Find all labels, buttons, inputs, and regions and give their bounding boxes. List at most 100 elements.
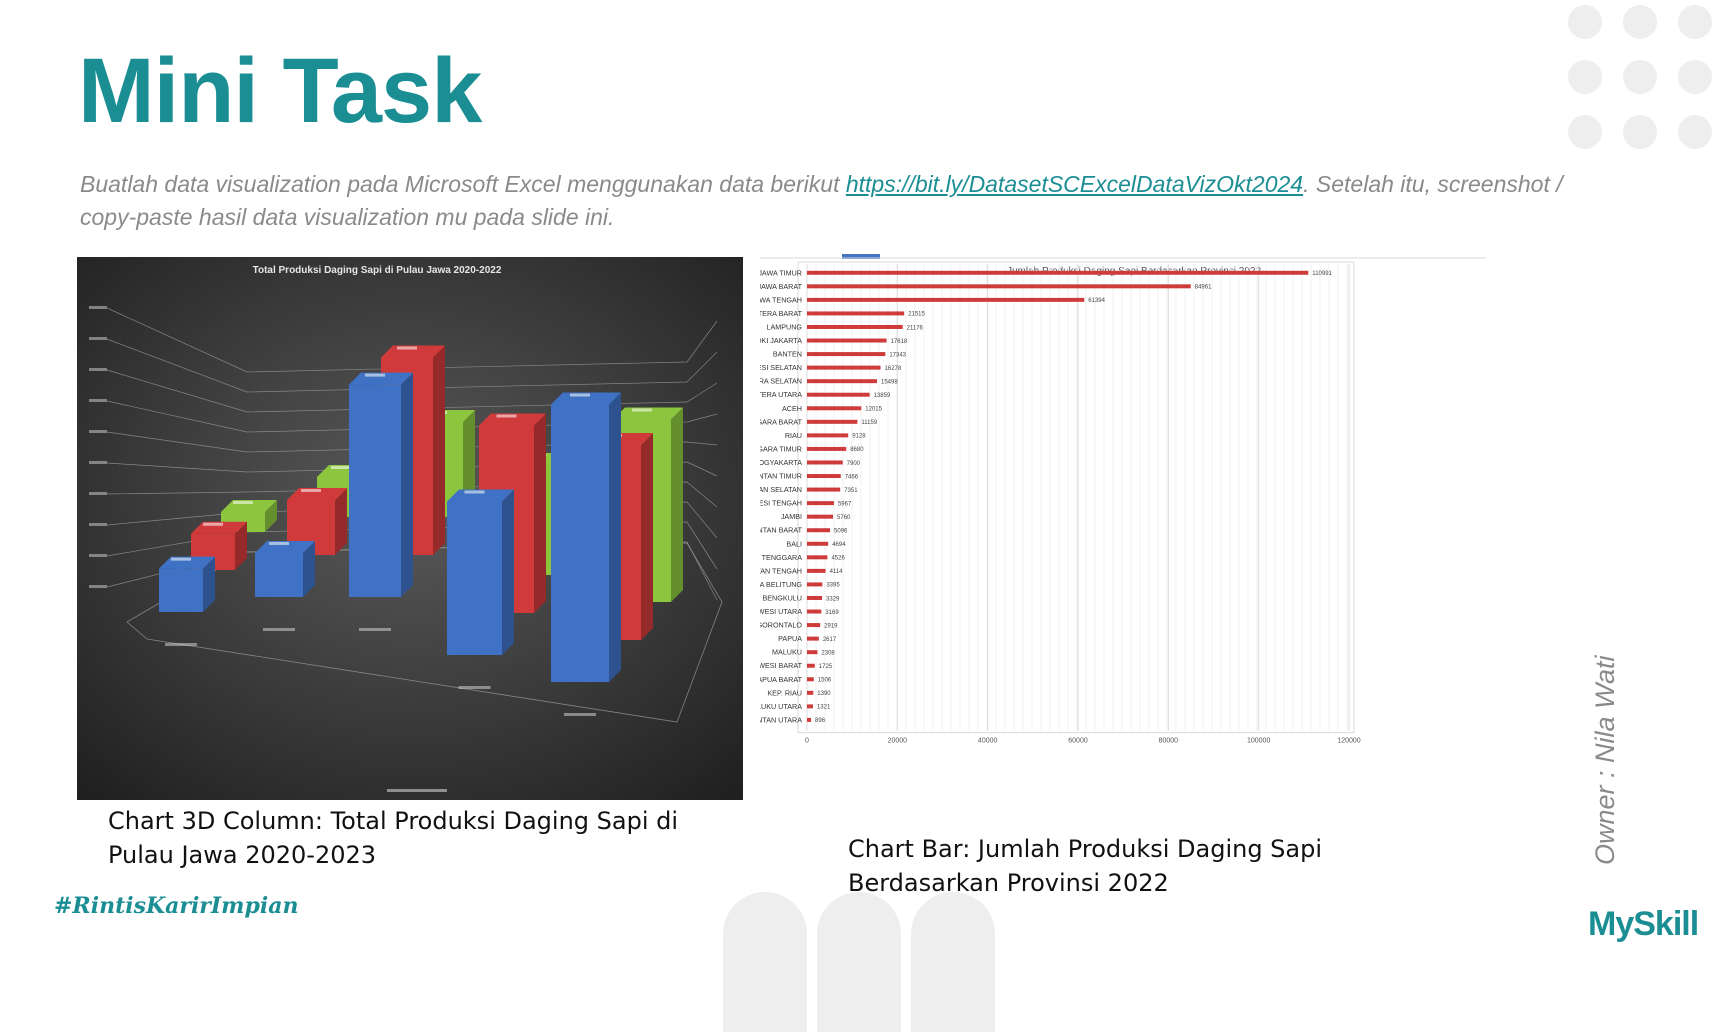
chart2-category-label: KEP. BANGKA BELITUNG <box>760 580 802 589</box>
chart1-category-label <box>263 628 295 631</box>
chart2-value-label: 1506 <box>818 678 832 684</box>
chart1-gridline <box>106 369 718 413</box>
chart2-bar <box>807 392 870 397</box>
chart2-bar <box>807 650 818 655</box>
chart1-tick-mark <box>89 306 107 309</box>
chart2-value-label: 21515 <box>908 312 925 318</box>
decor-dot <box>1678 60 1712 94</box>
chart1-data-label <box>171 557 191 561</box>
chart2-bar <box>807 595 823 600</box>
chart2-category-label: SUMATERA BARAT <box>760 309 803 318</box>
chart2-bar <box>807 352 886 357</box>
chart1-tick-mark <box>89 399 107 402</box>
chart2-value-label: 896 <box>815 718 826 724</box>
chart2-bar <box>807 663 815 668</box>
chart1-data-label <box>301 489 321 492</box>
chart2-bar <box>807 365 881 370</box>
chart2-value-label: 61394 <box>1088 298 1105 304</box>
chart2-category-label: PAPUA <box>778 634 802 643</box>
chart2-bar <box>807 324 903 329</box>
chart2-bar <box>807 528 831 533</box>
chart2-value-label: 8680 <box>850 447 864 453</box>
instruction-before: Buatlah data visualization pada Microsof… <box>80 171 846 197</box>
chart2-bar <box>807 555 828 560</box>
chart2-value-label: 5760 <box>837 515 851 521</box>
decor-bump <box>723 892 807 1032</box>
chart2-bar <box>807 514 834 519</box>
chart2-bar <box>807 582 823 587</box>
chart1-tick-mark <box>89 368 107 371</box>
chart2-category-label: KALIMANTAN TENGAH <box>760 566 802 575</box>
owner-label: Owner : Nila Wati <box>1590 655 1620 865</box>
chart2-category-label: DI YOGYAKARTA <box>760 458 802 467</box>
chart2-category-label: GORONTALO <box>760 621 802 630</box>
chart2-value-label: 2308 <box>821 650 835 656</box>
chart1-data-label <box>203 522 223 526</box>
chart2-bar <box>807 541 829 546</box>
chart2-bar <box>807 338 887 343</box>
excel-selection-marker <box>842 254 880 259</box>
chart1-data-label <box>331 466 351 469</box>
chart2-value-label: 17343 <box>889 352 906 358</box>
chart2-value-label: 21176 <box>907 325 924 331</box>
chart2-value-label: 16278 <box>885 366 902 372</box>
chart2-value-label: 5096 <box>834 529 848 535</box>
chart2-bar <box>807 419 858 424</box>
chart1-data-label <box>397 346 417 350</box>
chart2-value-label: 110991 <box>1312 271 1332 277</box>
chart2-bar <box>807 270 1309 275</box>
chart2-bar <box>807 690 814 695</box>
chart1-data-label <box>233 501 253 504</box>
chart2-category-label: BALI <box>786 539 802 548</box>
chart2-category-label: SULAWESI TENGGARA <box>760 553 802 562</box>
decor-dot <box>1568 115 1602 149</box>
chart2-category-label: SULAWESI TENGAH <box>760 499 802 508</box>
chart2-category-label: MALUKU UTARA <box>760 702 802 711</box>
chart1-gridline <box>106 307 718 373</box>
chart2-value-label: 7900 <box>847 461 861 467</box>
chart2-value-label: 1725 <box>819 664 833 670</box>
decor-bump <box>911 892 995 1032</box>
decor-dot <box>1623 115 1657 149</box>
chart2-value-label: 3169 <box>825 610 839 616</box>
chart2-bar <box>807 460 843 465</box>
chart2-value-label: 3395 <box>826 583 840 589</box>
chart2-tick-label: 40000 <box>978 738 998 745</box>
instruction-after: . Setelah itu, screenshot / copy-paste h… <box>80 171 1563 230</box>
slide-title: Mini Task <box>78 40 482 142</box>
chart2-category-label: DKI JAKARTA <box>760 336 802 345</box>
chart1-tick-mark <box>89 523 107 526</box>
chart2-category-label: KALIMANTAN BARAT <box>760 526 803 535</box>
chart2-bar <box>807 433 849 438</box>
chart2-bar <box>807 406 862 411</box>
chart2-tick-label: 80000 <box>1159 738 1179 745</box>
chart1-gridline <box>106 338 718 393</box>
chart2-bar <box>807 311 905 316</box>
chart2-bar <box>807 636 819 641</box>
chart2-value-label: 7466 <box>845 474 859 480</box>
chart2-category-label: JAMBI <box>781 512 802 521</box>
chart1-data-label <box>269 541 289 545</box>
chart2-value-label: 12015 <box>865 407 882 413</box>
chart2-bar <box>807 717 812 722</box>
chart2-value-label: 9128 <box>852 434 866 440</box>
dataset-link[interactable]: https://bit.ly/DatasetSCExcelDataVizOkt2… <box>845 171 1304 197</box>
chart2-category-label: LAMPUNG <box>766 322 802 331</box>
chart2-category-label: JAWA BARAT <box>760 282 803 291</box>
chart2-plot-area <box>797 261 1355 734</box>
chart2-category-label: RIAU <box>785 431 802 440</box>
chart2-category-label: SULAWESI SELATAN <box>760 363 802 372</box>
hashtag: #RintisKarirImpian <box>54 893 299 919</box>
chart2-bar <box>807 704 813 709</box>
chart2-bar <box>807 284 1191 289</box>
chart2-category-label: KALIMANTAN SELATAN <box>760 485 802 494</box>
chart1-tick-mark <box>89 337 107 340</box>
chart2-value-label: 84961 <box>1195 285 1212 291</box>
chart2-category-label: MALUKU <box>772 648 802 657</box>
chart2-value-label: 2617 <box>823 637 837 643</box>
decor-dot <box>1568 5 1602 39</box>
chart2-category-label: SUMATERA SELATAN <box>760 377 802 386</box>
chart2-value-label: 11159 <box>861 420 877 426</box>
chart-horizontal-bar: Jumlah Produksi Daging Sapi Berdasarkan … <box>760 254 1486 810</box>
chart2-category-label: NUSA TENGGARA BARAT <box>760 417 803 426</box>
